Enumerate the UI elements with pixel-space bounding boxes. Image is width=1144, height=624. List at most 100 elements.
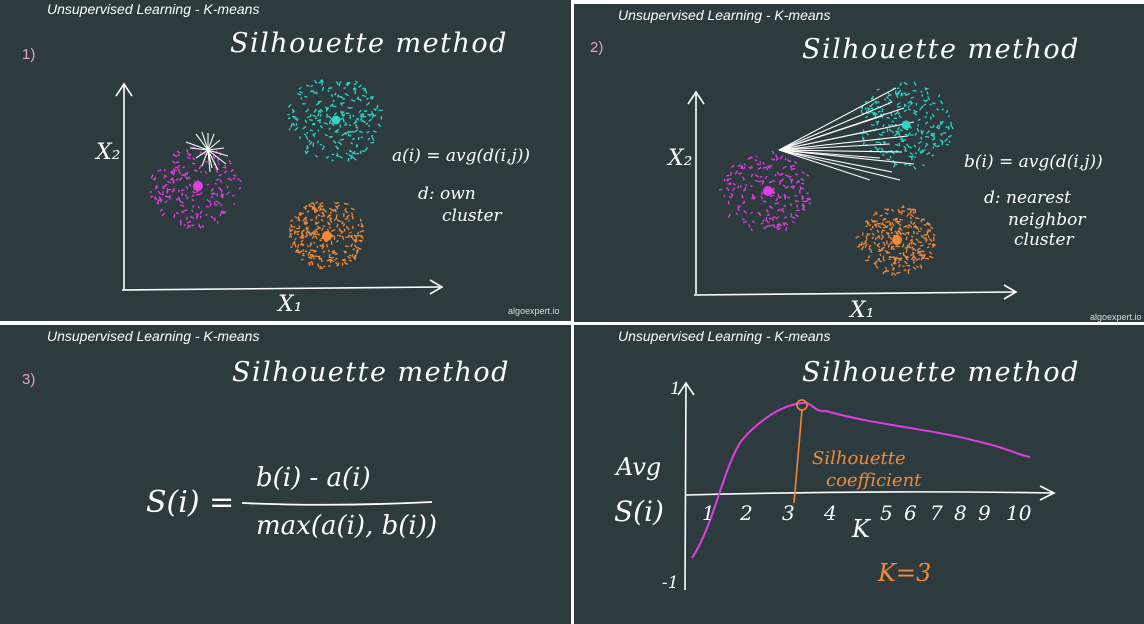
data-point — [290, 123, 293, 128]
data-point — [355, 249, 359, 255]
data-point — [183, 209, 188, 212]
data-point — [360, 222, 364, 227]
data-point — [316, 119, 322, 122]
formula-denominator: max(a(i), b(i)) — [256, 511, 437, 541]
data-point — [789, 215, 794, 219]
data-point — [896, 105, 901, 109]
data-point — [893, 256, 895, 260]
data-point — [748, 166, 752, 170]
data-point — [228, 160, 232, 165]
data-point — [333, 210, 337, 213]
data-point — [304, 95, 308, 98]
data-point — [868, 244, 872, 248]
panel-title: Silhouette method — [230, 28, 508, 59]
data-point — [233, 174, 237, 177]
data-point — [355, 248, 359, 253]
data-point — [345, 152, 349, 155]
data-point — [294, 215, 298, 219]
data-point — [881, 153, 885, 157]
y-axis-label: X₂ — [668, 146, 693, 171]
data-point — [861, 112, 865, 115]
data-point — [315, 215, 318, 220]
data-point — [780, 172, 784, 175]
data-point — [855, 235, 860, 239]
data-point — [914, 152, 918, 155]
data-point — [335, 261, 338, 265]
data-point — [350, 212, 354, 216]
data-point — [349, 130, 353, 133]
data-point — [218, 202, 221, 205]
data-point — [215, 178, 220, 181]
silhouette-curve-plot — [677, 381, 1056, 591]
data-point — [889, 155, 892, 159]
data-point — [771, 150, 775, 155]
data-point — [206, 183, 210, 186]
data-point — [150, 174, 154, 179]
data-point — [365, 122, 369, 125]
data-point — [200, 192, 203, 195]
distance-line — [207, 133, 215, 151]
data-point — [775, 157, 779, 161]
data-point — [359, 115, 363, 118]
panel-header: Unsupervised Learning - K-means — [618, 7, 831, 23]
data-point — [176, 167, 181, 172]
data-point — [861, 106, 864, 110]
data-point — [322, 145, 325, 148]
data-point — [303, 206, 307, 210]
data-point — [912, 261, 916, 264]
data-point — [176, 154, 180, 157]
data-point — [181, 192, 184, 197]
data-point — [364, 109, 368, 113]
data-point — [173, 213, 176, 219]
data-point — [314, 221, 317, 226]
data-point — [315, 221, 320, 225]
data-point — [895, 245, 901, 248]
data-point — [175, 178, 179, 181]
data-point — [312, 207, 318, 210]
data-point — [750, 228, 753, 232]
data-point — [192, 157, 196, 161]
data-point — [924, 135, 930, 138]
data-point — [873, 262, 877, 266]
data-point — [174, 166, 178, 169]
data-point — [341, 235, 345, 240]
data-point — [343, 261, 349, 266]
data-point — [356, 231, 360, 235]
data-point — [865, 225, 868, 228]
data-point — [185, 148, 189, 153]
data-point — [355, 145, 359, 148]
cyan-cluster — [287, 79, 383, 162]
data-point — [337, 234, 342, 237]
data-point — [199, 170, 203, 174]
data-point — [329, 218, 333, 224]
data-point — [332, 250, 335, 255]
data-point — [948, 140, 951, 144]
data-point — [191, 199, 195, 202]
data-point — [223, 164, 227, 169]
data-point — [332, 139, 337, 144]
data-point — [865, 108, 870, 113]
data-point — [786, 158, 792, 163]
data-point — [163, 174, 168, 178]
data-point — [343, 250, 348, 254]
data-point — [300, 235, 305, 239]
data-point — [308, 141, 313, 146]
note-line-2: cluster — [442, 206, 502, 226]
distance-line — [207, 149, 213, 169]
data-point — [311, 254, 315, 258]
data-point — [909, 125, 912, 129]
x-axis-label: X₁ — [278, 292, 303, 317]
panel-number: 2) — [590, 39, 604, 56]
data-point — [878, 235, 881, 240]
data-point — [310, 84, 314, 88]
data-point — [181, 201, 184, 204]
distance-line — [207, 147, 225, 151]
data-point — [872, 212, 877, 217]
scatter-plot — [115, 79, 444, 295]
data-point — [872, 113, 875, 116]
data-point — [179, 204, 185, 207]
distance-line — [195, 149, 209, 159]
data-point — [737, 164, 741, 168]
data-point — [361, 149, 366, 153]
data-point — [915, 225, 919, 229]
